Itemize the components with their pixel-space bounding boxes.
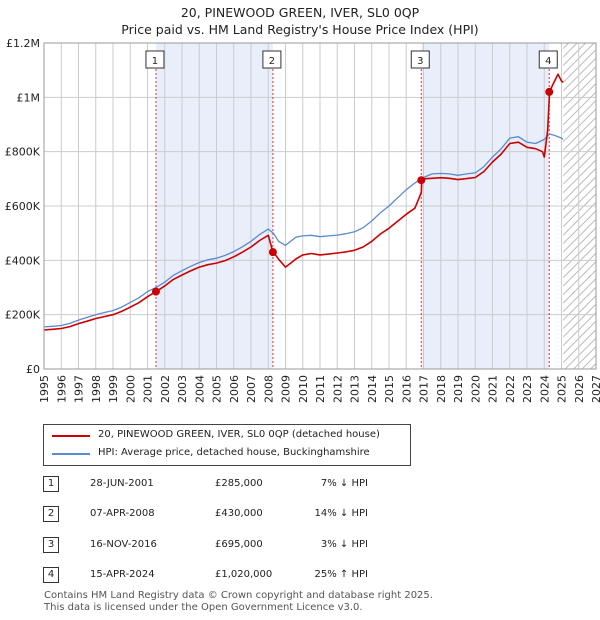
transaction-row: 2 07-APR-2008 £430,000 14% ↓ HPI — [0, 506, 600, 526]
sale-label-number: 3 — [417, 56, 423, 67]
transaction-row: 4 15-APR-2024 £1,020,000 25% ↑ HPI — [0, 567, 600, 587]
sale-label-border — [262, 50, 282, 69]
x-tick-label: 2007 — [245, 375, 258, 403]
chart-legend: 20, PINEWOOD GREEN, IVER, SL0 0QP (detac… — [43, 424, 411, 466]
plot-frame — [43, 42, 597, 370]
transaction-hpi-relation: 7% ↓ HPI — [320, 478, 368, 489]
x-tick-label: 2022 — [504, 375, 517, 403]
sale-label-box: 4 — [538, 50, 558, 69]
sale-point — [417, 176, 426, 185]
sale-label-border — [538, 50, 558, 69]
x-tick-label: 2000 — [124, 375, 137, 403]
footer-copyright: Contains HM Land Registry data © Crown c… — [44, 590, 433, 601]
transaction-price: £1,020,000 — [215, 569, 273, 580]
transaction-number-badge: 1 — [43, 476, 59, 492]
chart-title-address: 20, PINEWOOD GREEN, IVER, SL0 0QP — [180, 5, 420, 20]
x-tick-label: 2019 — [452, 375, 465, 403]
transaction-hpi-relation: 14% ↓ HPI — [314, 508, 368, 519]
x-tick-label: 2025 — [556, 375, 569, 403]
transaction-number-badge: 2 — [43, 506, 59, 522]
y-tick-label: £1M — [17, 91, 41, 104]
transaction-number-badge: 3 — [43, 537, 59, 553]
legend-label-property: 20, PINEWOOD GREEN, IVER, SL0 0QP (detac… — [98, 429, 380, 440]
x-tick-label: 2024 — [538, 375, 551, 403]
sale-point — [545, 87, 554, 96]
y-tick-label: £1.2M — [6, 37, 40, 50]
x-tick-label: 2002 — [159, 375, 172, 403]
x-tick-label: 2013 — [349, 375, 362, 403]
x-tick-label: 2008 — [262, 375, 275, 403]
x-tick-label: 2005 — [211, 375, 224, 403]
x-tick-label: 1999 — [107, 375, 120, 403]
transaction-date: 28-JUN-2001 — [90, 478, 154, 489]
x-tick-label: 1995 — [38, 375, 51, 403]
y-tick-label: £600K — [5, 200, 41, 213]
sale-point — [268, 248, 277, 257]
x-tick-label: 2018 — [435, 375, 448, 403]
sale-label-border — [145, 50, 165, 69]
sale-point — [151, 287, 160, 296]
transaction-price: £430,000 — [215, 508, 263, 519]
legend-label-hpi: HPI: Average price, detached house, Buck… — [98, 447, 370, 458]
x-tick-label: 1996 — [55, 375, 68, 403]
price-chart: 1 2 3 4 £0 £200K £400K £600K £800K £1M £1.2M 1995 19… — [5, 37, 600, 403]
transaction-date: 16-NOV-2016 — [90, 539, 157, 550]
transaction-row: 3 16-NOV-2016 £695,000 3% ↓ HPI — [0, 537, 600, 557]
sale-label-number: 2 — [269, 56, 275, 67]
x-tick-label: 2015 — [383, 375, 396, 403]
y-tick-label: £800K — [5, 146, 41, 159]
legend-swatch-hpi — [52, 453, 90, 455]
x-tick-label: 1998 — [90, 375, 103, 403]
hpi-line — [43, 133, 564, 328]
transaction-price: £285,000 — [215, 478, 263, 489]
transaction-date: 07-APR-2008 — [90, 508, 155, 519]
chart-subtitle: Price paid vs. HM Land Registry's House … — [121, 22, 479, 37]
transaction-hpi-relation: 3% ↓ HPI — [320, 539, 368, 550]
x-tick-label: 2017 — [418, 375, 431, 403]
x-tick-label: 2026 — [573, 375, 586, 403]
x-tick-label: 2011 — [314, 375, 327, 403]
transaction-number-badge: 4 — [43, 567, 59, 583]
y-tick-label: £0 — [26, 363, 40, 376]
x-tick-label: 2023 — [521, 375, 534, 403]
property-price-line — [43, 73, 564, 331]
sale-label-number: 4 — [545, 56, 551, 67]
sale-label-number: 1 — [152, 56, 158, 67]
footer-licence: This data is licensed under the Open Gov… — [44, 602, 363, 613]
sale-label-box: 3 — [410, 50, 430, 69]
x-tick-label: 2003 — [176, 375, 189, 403]
x-tick-label: 2014 — [366, 375, 379, 403]
x-tick-label: 1997 — [73, 375, 86, 403]
x-tick-label: 2009 — [280, 375, 293, 403]
sale-label-box: 1 — [145, 50, 165, 69]
transaction-row: 1 28-JUN-2001 £285,000 7% ↓ HPI — [0, 476, 600, 496]
x-tick-label: 2016 — [400, 375, 413, 403]
x-tick-label: 2021 — [487, 375, 500, 403]
sale-label-border — [410, 50, 430, 69]
y-tick-label: £200K — [5, 309, 41, 322]
sale-label-box: 2 — [262, 50, 282, 69]
transaction-date: 15-APR-2024 — [90, 569, 155, 580]
x-tick-label: 2010 — [297, 375, 310, 403]
x-tick-label: 2006 — [228, 375, 241, 403]
x-tick-label: 2001 — [142, 375, 155, 403]
transaction-price: £695,000 — [215, 539, 263, 550]
transaction-hpi-relation: 25% ↑ HPI — [314, 569, 368, 580]
x-tick-label: 2012 — [331, 375, 344, 403]
x-tick-label: 2004 — [193, 375, 206, 403]
x-tick-label: 2020 — [469, 375, 482, 403]
legend-swatch-property — [52, 435, 90, 437]
y-tick-label: £400K — [5, 254, 41, 267]
x-tick-label: 2027 — [590, 375, 600, 403]
